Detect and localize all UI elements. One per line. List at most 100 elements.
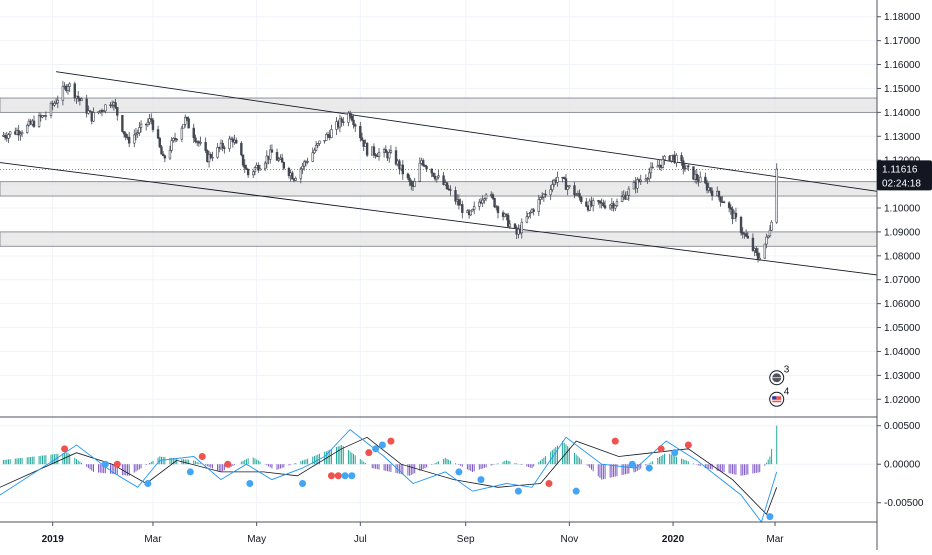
candle-body [246,169,250,176]
candle-body [37,115,41,127]
candle-body [207,154,211,163]
candle-body [156,129,160,139]
cross-dot-down [198,453,206,461]
cross-dot-down [387,437,395,445]
osc-tick-label: -0.00500 [884,498,924,509]
candle-body [491,194,495,199]
candle-body [770,221,773,231]
candle-body [221,142,224,149]
candle-body [496,206,500,214]
candle-body [744,233,748,237]
candle-body [325,134,328,141]
candle-body [598,200,602,204]
cross-dot-up [455,468,463,476]
candle-body [687,165,690,167]
support-resistance-zone[interactable] [0,97,878,113]
candle-body [316,143,320,146]
price-tick-label: 1.10000 [884,204,921,215]
time-tick-label: 2020 [662,534,685,545]
candle-body [670,155,673,162]
candle-body [699,176,702,183]
candle-body [602,202,605,207]
candle-body [729,207,733,210]
cross-dot-down [224,460,232,468]
candle-body [549,189,552,195]
time-tick-label: 2019 [42,534,65,545]
candle-body [80,98,83,102]
cross-dot-down [113,460,121,468]
candle-body [228,138,231,149]
candle-body [110,104,114,107]
candle-body [359,125,362,139]
candle-body [185,116,189,119]
candle-body [124,133,127,138]
candle-body [263,162,267,169]
candle-body [54,102,58,105]
candle-body [235,139,238,144]
candle-body [695,174,699,181]
trendline[interactable] [0,162,878,276]
candle-body [574,194,578,196]
us-flag-event-badge[interactable]: 4 [769,386,790,407]
candle-body [435,176,439,180]
support-resistance-zone[interactable] [0,181,878,197]
candle-body [204,142,207,151]
candle-body [739,216,743,233]
candle-body [97,111,100,113]
candle-body [651,166,654,169]
candle-body [104,104,107,112]
candle-body [19,133,22,136]
candle-body [372,146,376,155]
candle-body [544,193,547,196]
candle-body [121,115,124,132]
cross-dot-up [477,476,485,484]
flag-icon-blue [772,396,777,400]
candle-body [661,159,665,168]
candle-body [493,198,496,208]
candle-body [49,102,53,116]
candle-body [508,223,512,227]
cross-dot-down [327,472,335,480]
candle-body [294,178,297,181]
candle-body [32,120,36,127]
price-tick-label: 1.09000 [884,227,921,238]
candle-body [151,119,155,130]
price-labels: 1.11616 02:24:18 [0,160,932,191]
price-tick-label: 1.07000 [884,275,921,286]
candle-body [756,252,760,260]
grid [0,0,877,522]
candle-body [648,172,651,179]
candle-body [61,86,65,101]
candle-body [352,119,355,126]
globe-event-badge[interactable]: 3 [769,365,790,386]
candle-body [620,196,624,203]
candle-body [461,204,464,213]
candle-body [158,137,161,148]
horizontal-zones[interactable] [0,97,878,247]
candle-body [422,160,425,166]
candle-body [682,160,685,169]
event-markers[interactable]: 34 [769,365,790,407]
candle-body [614,205,617,209]
trendline[interactable] [56,71,878,192]
candle-body [323,140,326,142]
candle-body [170,140,173,151]
candle-body [88,110,92,112]
trendlines[interactable] [0,71,878,276]
candle-body [413,181,416,187]
price-tick-label: 1.16000 [884,60,921,71]
cross-dot-down [61,445,69,453]
cross-dot-up [572,487,580,495]
candle-body [314,144,318,151]
candle-body [418,162,422,182]
price-tick-label: 1.18000 [884,12,921,23]
candle-body [116,107,119,116]
candle-body [211,156,214,159]
candle-body [3,135,7,138]
cross-dot-down [684,441,692,449]
cross-dot-up [186,468,194,476]
candle-body [160,146,163,155]
flag-icon-red [772,396,782,403]
candle-body [306,161,309,163]
